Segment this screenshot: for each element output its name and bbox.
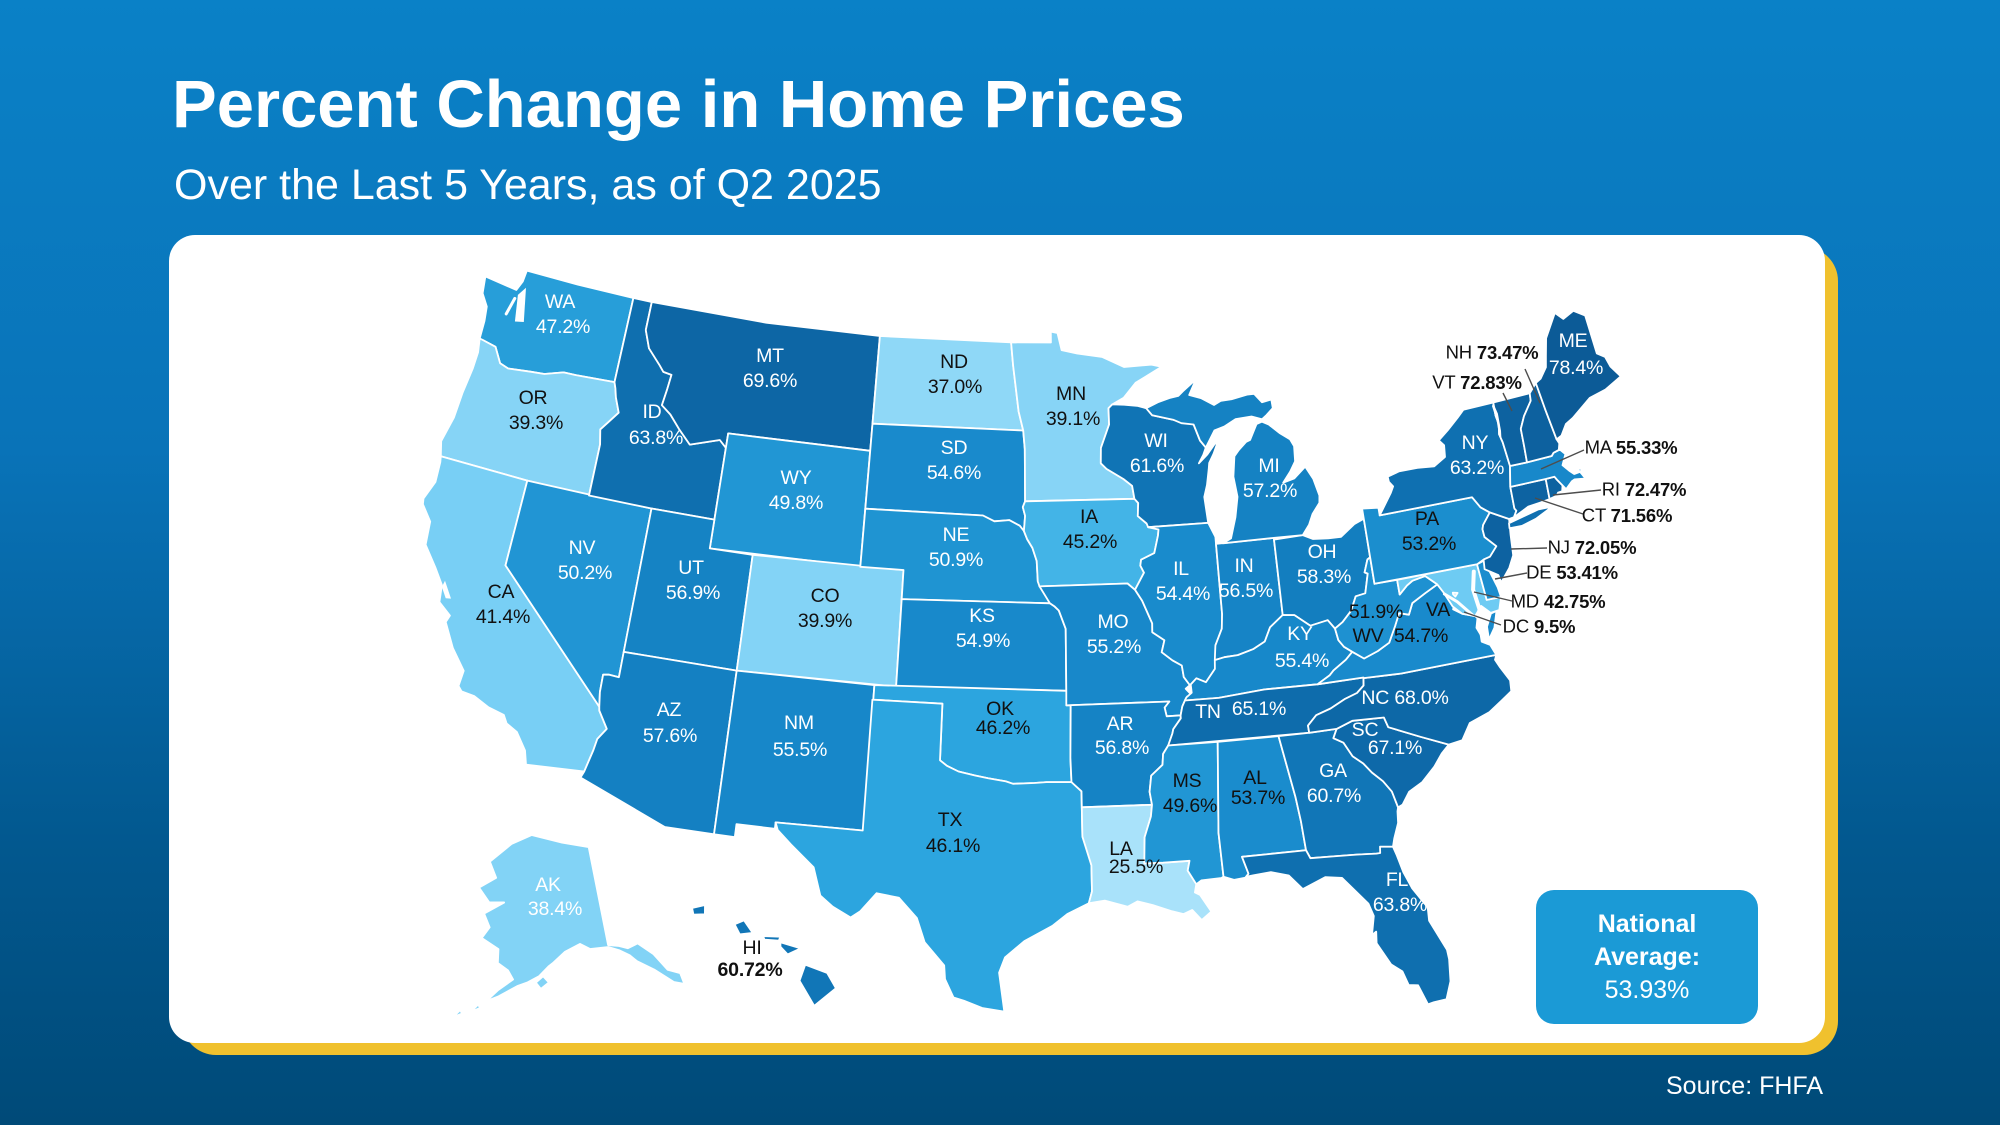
svg-text:50.2%: 50.2% (558, 562, 612, 584)
svg-text:IA: IA (1080, 506, 1098, 528)
svg-text:57.2%: 57.2% (1243, 480, 1297, 502)
svg-text:MI: MI (1258, 455, 1279, 477)
svg-text:54.6%: 54.6% (927, 462, 981, 484)
svg-text:54.9%: 54.9% (956, 630, 1010, 652)
svg-text:SD: SD (941, 437, 968, 459)
svg-text:39.3%: 39.3% (509, 412, 563, 434)
svg-text:OH: OH (1308, 541, 1337, 563)
svg-text:49.8%: 49.8% (769, 492, 823, 514)
svg-text:55.5%: 55.5% (773, 739, 827, 761)
svg-text:78.4%: 78.4% (1549, 357, 1603, 379)
svg-text:MS: MS (1173, 770, 1202, 792)
svg-text:KS: KS (969, 605, 995, 627)
svg-text:65.1%: 65.1% (1232, 698, 1286, 720)
svg-text:AK: AK (535, 874, 561, 896)
svg-text:OR: OR (519, 387, 548, 409)
svg-text:51.9%: 51.9% (1349, 601, 1403, 623)
svg-text:VT 72.83%: VT 72.83% (1432, 372, 1521, 393)
svg-text:IN: IN (1234, 555, 1253, 577)
svg-text:55.4%: 55.4% (1275, 650, 1329, 672)
svg-text:63.8%: 63.8% (629, 427, 683, 449)
svg-text:CA: CA (488, 581, 515, 603)
svg-text:60.72%: 60.72% (718, 959, 783, 981)
svg-text:SC: SC (1352, 719, 1379, 741)
svg-text:ME: ME (1559, 330, 1588, 352)
svg-text:46.2%: 46.2% (976, 717, 1030, 739)
svg-text:53.7%: 53.7% (1231, 787, 1285, 809)
svg-text:NC 68.0%: NC 68.0% (1361, 687, 1448, 709)
svg-text:MN: MN (1056, 383, 1086, 405)
svg-text:NE: NE (943, 524, 970, 546)
svg-text:HI: HI (742, 937, 761, 959)
svg-text:WA: WA (545, 291, 575, 313)
svg-text:WI: WI (1144, 430, 1167, 452)
svg-text:NH 73.47%: NH 73.47% (1446, 342, 1539, 363)
svg-text:CO: CO (811, 585, 840, 607)
svg-text:ND: ND (940, 351, 968, 373)
svg-text:MA 55.33%: MA 55.33% (1585, 437, 1678, 458)
svg-text:56.5%: 56.5% (1219, 580, 1273, 602)
svg-text:69.6%: 69.6% (743, 370, 797, 392)
svg-text:TX: TX (938, 809, 963, 831)
svg-text:DC 9.5%: DC 9.5% (1503, 616, 1576, 637)
svg-text:39.1%: 39.1% (1046, 408, 1100, 430)
svg-text:46.1%: 46.1% (926, 835, 980, 857)
svg-text:WV: WV (1352, 625, 1383, 647)
svg-text:MO: MO (1097, 611, 1128, 633)
svg-text:NV: NV (569, 537, 596, 559)
svg-text:47.2%: 47.2% (536, 316, 590, 338)
svg-text:MT: MT (756, 345, 784, 367)
svg-text:OK: OK (986, 698, 1014, 720)
svg-text:61.6%: 61.6% (1130, 455, 1184, 477)
svg-text:60.7%: 60.7% (1307, 785, 1361, 807)
svg-text:NY: NY (1462, 432, 1489, 454)
svg-text:56.8%: 56.8% (1095, 737, 1149, 759)
svg-text:63.8%: 63.8% (1373, 894, 1427, 916)
svg-text:NM: NM (784, 712, 814, 734)
svg-text:DE 53.41%: DE 53.41% (1526, 562, 1618, 583)
svg-text:50.9%: 50.9% (929, 549, 983, 571)
svg-text:PA: PA (1415, 508, 1439, 530)
svg-text:38.4%: 38.4% (528, 898, 582, 920)
svg-text:MD 42.75%: MD 42.75% (1511, 591, 1606, 612)
svg-text:49.6%: 49.6% (1163, 795, 1217, 817)
svg-text:AZ: AZ (657, 699, 682, 721)
svg-text:58.3%: 58.3% (1297, 566, 1351, 588)
svg-text:53.2%: 53.2% (1402, 533, 1456, 555)
svg-text:CT 71.56%: CT 71.56% (1582, 505, 1672, 526)
svg-text:IL: IL (1173, 558, 1189, 580)
svg-text:63.2%: 63.2% (1450, 457, 1504, 479)
svg-text:55.2%: 55.2% (1087, 636, 1141, 658)
svg-text:45.2%: 45.2% (1063, 531, 1117, 553)
svg-text:57.6%: 57.6% (643, 725, 697, 747)
svg-text:NJ 72.05%: NJ 72.05% (1548, 537, 1637, 558)
svg-text:LA: LA (1109, 838, 1133, 860)
svg-text:UT: UT (678, 557, 704, 579)
svg-text:VA: VA (1426, 599, 1450, 621)
svg-text:39.9%: 39.9% (798, 610, 852, 632)
svg-text:FL: FL (1386, 869, 1409, 891)
svg-text:56.9%: 56.9% (666, 582, 720, 604)
svg-text:KY: KY (1287, 623, 1313, 645)
svg-text:67.1%: 67.1% (1368, 737, 1422, 759)
svg-text:RI 72.47%: RI 72.47% (1602, 479, 1687, 500)
svg-text:ID: ID (642, 401, 661, 423)
svg-text:TN: TN (1195, 701, 1221, 723)
svg-text:54.4%: 54.4% (1156, 583, 1210, 605)
svg-text:41.4%: 41.4% (476, 606, 530, 628)
svg-text:AR: AR (1107, 713, 1134, 735)
svg-text:37.0%: 37.0% (928, 376, 982, 398)
svg-text:WY: WY (780, 467, 811, 489)
svg-text:54.7%: 54.7% (1394, 625, 1448, 647)
svg-text:GA: GA (1319, 760, 1347, 782)
svg-text:AL: AL (1243, 767, 1267, 789)
svg-text:25.5%: 25.5% (1109, 856, 1163, 878)
